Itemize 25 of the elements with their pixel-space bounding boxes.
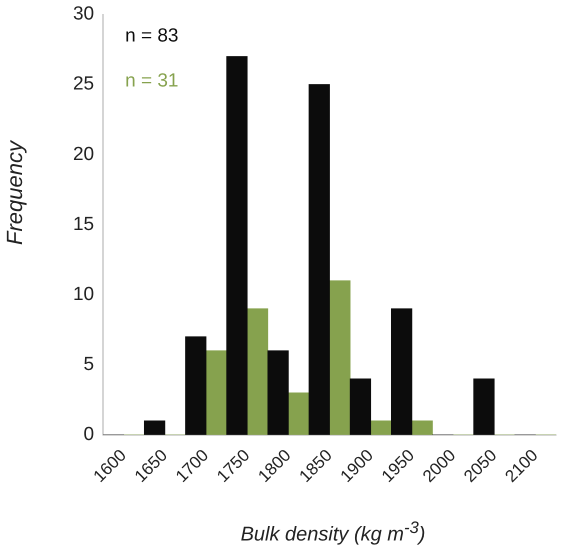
bar xyxy=(144,420,166,435)
bar xyxy=(329,280,350,435)
y-axis-title: Frequency xyxy=(2,139,28,247)
bar xyxy=(206,350,227,435)
bar xyxy=(473,378,495,435)
y-tick-label: 15 xyxy=(72,214,94,235)
bar xyxy=(185,336,206,435)
bar xyxy=(370,420,392,435)
y-tick-label: 10 xyxy=(72,284,94,305)
bar xyxy=(288,392,310,435)
text: n = 83 xyxy=(125,26,178,47)
y-tick-label: 30 xyxy=(72,4,94,25)
bar xyxy=(246,308,268,435)
text: n = 31 xyxy=(125,70,178,92)
bar xyxy=(350,378,372,435)
bar xyxy=(308,84,330,435)
y-tick-label: 5 xyxy=(84,354,94,375)
bar xyxy=(226,56,248,435)
y-tick-label: 20 xyxy=(72,144,94,165)
bar xyxy=(412,420,433,435)
y-tick-label: 25 xyxy=(72,74,94,95)
x-axis-title: Bulk density (kg m$^{-3}$) xyxy=(240,518,426,547)
y-tick-label: 0 xyxy=(84,424,94,446)
bar xyxy=(267,350,289,435)
bar xyxy=(390,308,412,435)
